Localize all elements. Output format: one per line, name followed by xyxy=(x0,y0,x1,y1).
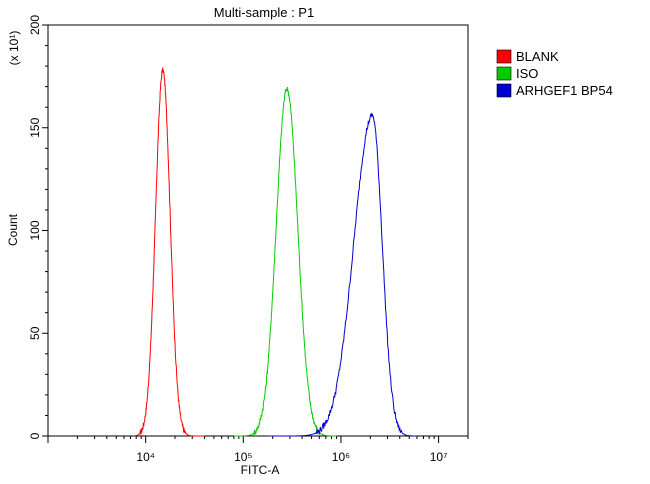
x-axis-label: FITC-A xyxy=(241,463,280,477)
x-tick-label: 10⁵ xyxy=(234,450,252,464)
x-axis: 10⁴ 10⁵ 10⁶ 10⁷ xyxy=(47,436,469,464)
y-tick-label: 50 xyxy=(28,326,42,340)
y-tick-label: 200 xyxy=(28,15,42,35)
x-tick-label: 10⁶ xyxy=(332,450,350,464)
legend-swatch xyxy=(496,66,512,81)
series-layer xyxy=(133,67,417,437)
chart-title: Multi-sample : P1 xyxy=(214,5,314,20)
legend-swatch xyxy=(496,49,512,64)
y-axis: 0 50 100 150 200 xyxy=(28,15,48,439)
series-curve-2 xyxy=(268,112,417,437)
legend-label: ISO xyxy=(516,66,538,81)
series-curve-1 xyxy=(233,87,337,437)
y-tick-label: 100 xyxy=(28,220,42,240)
x-tick-label: 10⁴ xyxy=(136,450,155,464)
plot-frame xyxy=(47,24,469,437)
y-tick-label: 0 xyxy=(28,432,42,439)
y-axis-label: Count xyxy=(6,213,20,246)
legend: BLANK ISO ARHGEF1 BP54 xyxy=(496,49,613,98)
legend-label: ARHGEF1 BP54 xyxy=(516,83,613,98)
legend-swatch xyxy=(496,83,512,98)
series-curve-0 xyxy=(133,67,205,437)
x-tick-label: 10⁷ xyxy=(430,450,448,464)
legend-label: BLANK xyxy=(516,49,559,64)
y-tick-label: 150 xyxy=(28,117,42,137)
y-multiplier: (x 10¹) xyxy=(7,31,21,66)
